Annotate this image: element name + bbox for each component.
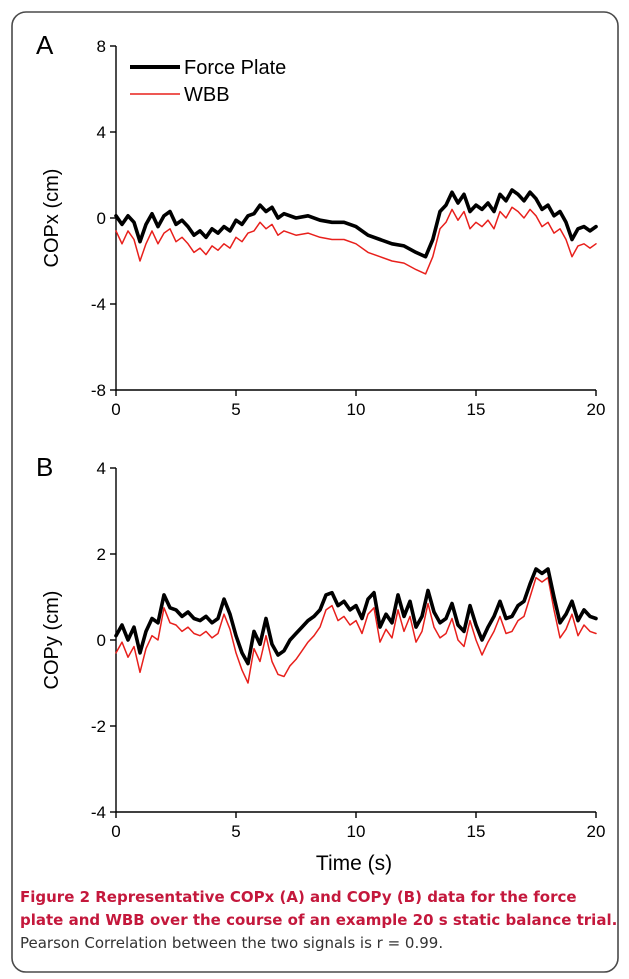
x-axis-label: Time (s) (316, 852, 392, 875)
x-tick-label: 5 (231, 400, 240, 419)
figure-caption: Figure 2 Representative COPx (A) and COP… (20, 886, 620, 955)
legend-label: Force Plate (184, 57, 286, 79)
series-line-force-plate (114, 567, 598, 666)
y-tick-label: 0 (97, 631, 106, 650)
x-tick-label: 20 (587, 822, 606, 841)
panel-label: B (36, 452, 53, 482)
y-tick-label: -4 (91, 295, 106, 314)
panel-a-chart: 8 4 0 -4 -8 0 5 10 15 20 A COPx (cm) Force Plate WBB (36, 30, 605, 419)
y-axis-label: COPy (cm) (41, 591, 63, 690)
y-tick-label: -2 (91, 717, 106, 736)
x-tick-label: 15 (467, 400, 486, 419)
caption-title: Figure 2 Representative COPx (A) and COP… (20, 888, 618, 929)
x-tick-label: 10 (347, 400, 366, 419)
y-tick-label: 2 (97, 545, 106, 564)
y-tick-label: -4 (91, 803, 106, 822)
y-tick-label: 0 (97, 209, 106, 228)
panel-label: A (36, 30, 54, 60)
x-tick-label: 15 (467, 822, 486, 841)
x-tick-label: 20 (587, 400, 606, 419)
caption-text: Pearson Correlation between the two sign… (20, 934, 444, 952)
series-line-wbb (115, 206, 597, 275)
x-tick-label: 5 (231, 822, 240, 841)
y-axis-label: COPx (cm) (41, 169, 63, 268)
series-line-force-plate (114, 188, 598, 259)
x-tick-label: 10 (347, 822, 366, 841)
x-tick-label: 0 (111, 822, 120, 841)
x-tick-label: 0 (111, 400, 120, 419)
y-tick-label: 8 (97, 37, 106, 56)
figure-border (11, 11, 619, 973)
series-line-wbb (115, 576, 597, 684)
y-tick-label: -8 (91, 381, 106, 400)
y-tick-label: 4 (97, 123, 106, 142)
y-tick-label: 4 (97, 459, 106, 478)
legend-label: WBB (184, 84, 230, 106)
